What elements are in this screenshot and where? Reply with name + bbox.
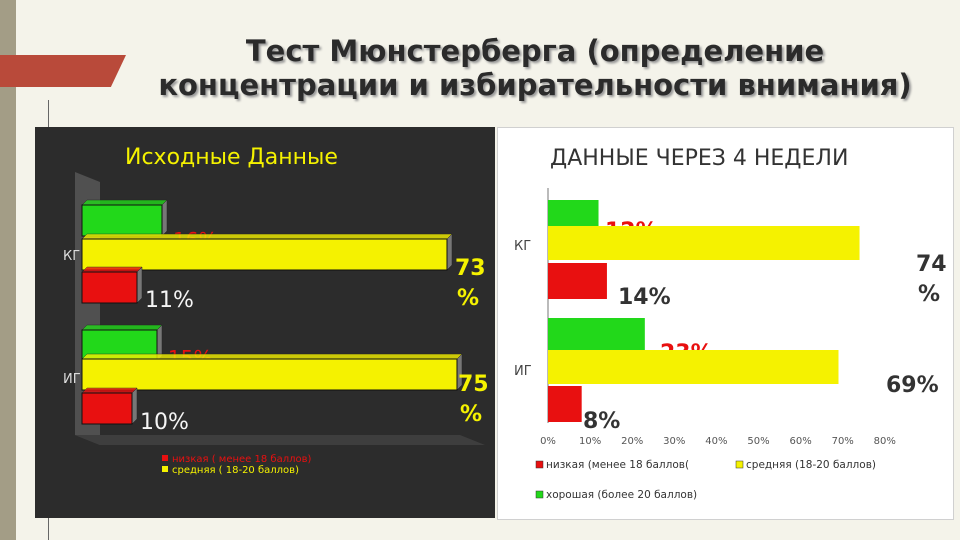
data-label: 74	[916, 252, 947, 277]
bar	[548, 386, 582, 422]
bar	[81, 238, 448, 271]
category-label-2: ИГ	[514, 364, 532, 379]
bar	[548, 263, 607, 299]
data-label: 73	[455, 256, 486, 281]
data-label-unit: %	[460, 402, 482, 427]
chart-after-svg: 0%10%20%30%40%50%60%70%80%КГ12%74%14%ИГ2…	[514, 188, 947, 501]
legend-label: низкая ( менее 18 баллов)	[172, 454, 312, 465]
legend-swatch	[535, 490, 544, 499]
title-line-1: Тест Мюнстерберга (определение	[245, 34, 825, 68]
bar-top-face	[81, 353, 463, 360]
bar	[81, 271, 138, 304]
bar-side-face	[131, 387, 138, 425]
bar-side-face	[446, 233, 453, 271]
legend-swatch	[162, 466, 168, 472]
category-label-1: КГ	[63, 249, 80, 264]
x-tick-label: 60%	[789, 436, 811, 447]
data-label-unit: %	[457, 286, 479, 311]
x-tick-label: 80%	[874, 436, 896, 447]
data-label: 14%	[618, 285, 671, 310]
category-label-1: КГ	[514, 239, 531, 254]
x-tick-label: 10%	[579, 436, 601, 447]
x-tick-label: 70%	[832, 436, 854, 447]
x-tick-label: 0%	[540, 436, 556, 447]
category-label-2: ИГ	[63, 372, 81, 387]
bar-top-face	[81, 233, 453, 240]
x-tick-label: 40%	[705, 436, 727, 447]
bar	[548, 226, 860, 260]
legend-label: низкая (менее 18 баллов(	[546, 459, 689, 471]
data-label: 8%	[583, 409, 620, 434]
legend-swatch	[535, 460, 544, 469]
legend-label: средняя (18-20 баллов)	[746, 459, 876, 471]
red-decor-ribbon	[0, 55, 126, 87]
chart-title-after: ДАННЫЕ ЧЕРЕЗ 4 НЕДЕЛИ	[550, 146, 849, 171]
legend-label: хорошая (более 20 баллов)	[546, 489, 697, 501]
legend-swatch	[162, 455, 168, 461]
bar-top-face	[81, 199, 168, 206]
data-label: 10%	[140, 410, 189, 435]
bar-top-face	[81, 324, 163, 331]
x-tick-label: 20%	[621, 436, 643, 447]
slide-title: Тест Мюнстерберга (определение концентра…	[105, 34, 960, 102]
x-tick-label: 50%	[747, 436, 769, 447]
left-decor-bar	[0, 0, 16, 540]
bar-side-face	[136, 266, 143, 304]
chart-after-4-weeks: ДАННЫЕ ЧЕРЕЗ 4 НЕДЕЛИ 0% 10% 20% 30% 40% 50% 6…	[497, 127, 954, 520]
title-line-2: концентрации и избирательности внимания)	[158, 68, 912, 102]
data-label-unit: %	[918, 282, 940, 307]
legend-label: средняя ( 18-20 баллов)	[172, 465, 299, 476]
bar	[81, 392, 133, 425]
data-label: 69%	[886, 373, 939, 398]
bar	[81, 204, 163, 237]
bar-top-face	[81, 387, 138, 394]
x-tick-label: 30%	[663, 436, 685, 447]
bar-side-face	[161, 199, 168, 237]
chart-initial-svg: КГ16%73%11%ИГ15%75%10%низкая ( менее 18 …	[63, 172, 489, 476]
legend-swatch	[735, 460, 744, 469]
data-label: 75	[458, 372, 489, 397]
bar	[548, 350, 839, 384]
chart-initial-data: Исходные Данные КГ16%73%11%ИГ15%75%10%ни…	[35, 127, 495, 518]
bar	[548, 318, 645, 352]
bar	[81, 358, 458, 391]
chart-title-initial: Исходные Данные	[125, 145, 338, 170]
bar-top-face	[81, 266, 143, 273]
plot-floor	[75, 435, 485, 445]
data-label: 11%	[145, 288, 194, 313]
